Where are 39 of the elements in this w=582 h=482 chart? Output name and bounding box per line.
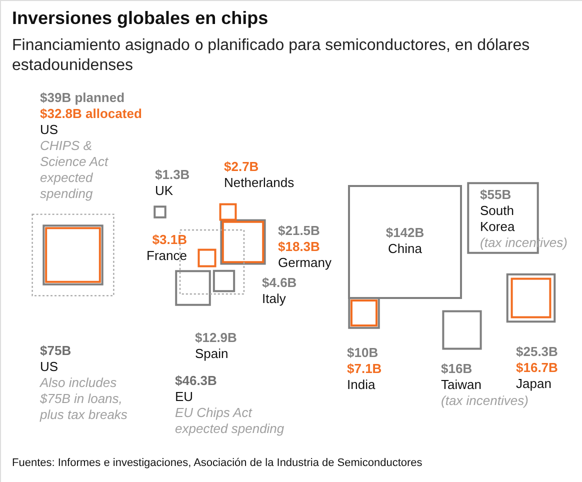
text: CHIPS & Science Act expected spending	[40, 138, 110, 201]
category-label: France	[146, 248, 187, 263]
data-label: $142B	[386, 225, 424, 240]
data-label: $21.5B	[278, 223, 320, 238]
category-label: US	[40, 359, 58, 374]
category-label: Germany	[278, 255, 332, 270]
data-label: $1.3B	[155, 167, 190, 182]
data-label: $32.8B allocated	[40, 106, 142, 121]
data-label: $7.1B	[347, 361, 382, 376]
text: EU Chips Act expected spending	[175, 405, 285, 436]
data-label: $55B	[480, 187, 512, 202]
data-label: $18.3B	[278, 239, 320, 254]
category-label: Netherlands	[224, 175, 295, 190]
data-label: $46.3B	[175, 373, 217, 388]
category-label: Spain	[195, 346, 228, 361]
source-note: Fuentes: Informes e investigaciones, Asociación de la Industria de Semiconductores	[12, 457, 423, 469]
category-label: South Korea	[480, 203, 516, 234]
category-label: Italy	[262, 291, 286, 306]
data-label: $16B	[441, 361, 472, 376]
data-label: $25.3B	[516, 344, 558, 359]
category-label: Taiwan	[441, 377, 482, 392]
category-label: UK	[155, 183, 174, 198]
category-label: China	[388, 241, 423, 256]
category-label: EU	[175, 389, 194, 404]
data-label: $4.6B	[262, 275, 297, 290]
data-label: $39B planned	[40, 90, 125, 105]
data-label: $10B	[347, 345, 378, 360]
text: Inversiones globales en chips	[12, 8, 268, 28]
text: Financiamiento asignado o planificado para semiconductores, en dólares estadounidenses	[12, 37, 530, 74]
category-label: US	[40, 122, 58, 137]
text: Also includes $75B in loans, plus tax breaks	[39, 375, 128, 422]
data-label: $12.9B	[195, 330, 237, 345]
data-label: $16.7B	[516, 360, 558, 375]
text: (tax incentives)	[441, 393, 528, 408]
data-label: $3.1B	[152, 232, 187, 247]
data-label: $2.7B	[224, 159, 259, 174]
data-label: $75B	[40, 343, 72, 358]
category-label: India	[347, 377, 376, 392]
category-label: Japan	[516, 376, 552, 391]
